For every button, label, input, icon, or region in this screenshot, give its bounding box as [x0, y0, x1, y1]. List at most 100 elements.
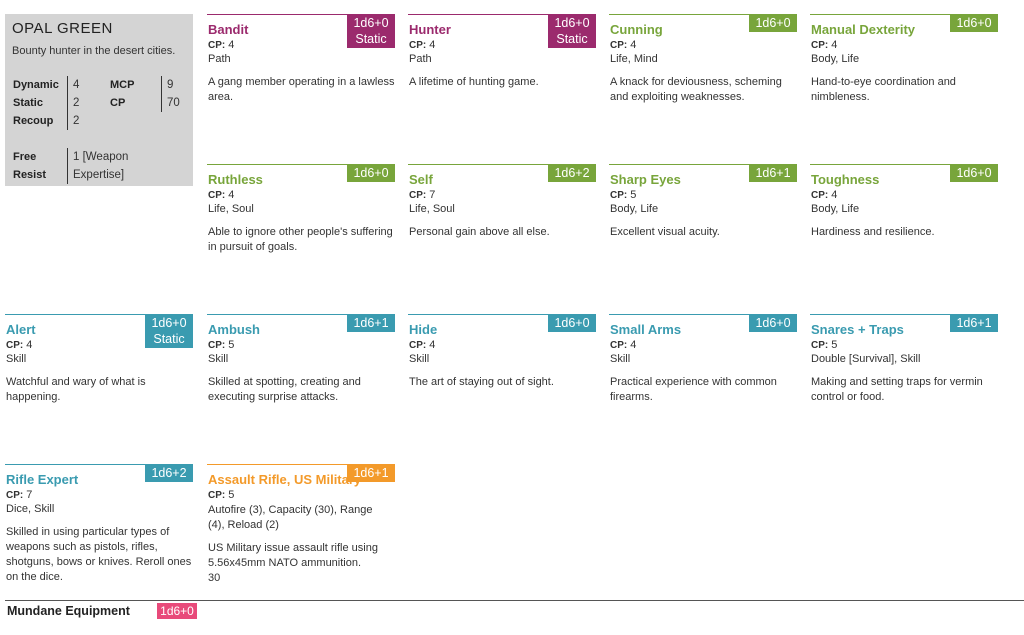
cp-label: CP: — [610, 340, 628, 351]
card-rule — [207, 164, 395, 165]
card-title: Ruthless — [208, 172, 263, 187]
card-rule — [810, 314, 998, 315]
cp-line: CP: 4 — [208, 39, 234, 51]
card-tags: Life, Soul — [409, 203, 455, 215]
dice-badge: 1d6+1 — [347, 464, 395, 482]
cp-line: CP: 5 — [811, 339, 837, 351]
cp-line: CP: 5 — [208, 489, 234, 501]
card-manual-dexterity: Manual Dexterity 1d6+0 CP: 4 Body, Life Hand… — [810, 14, 998, 144]
cp-label: CP: — [811, 40, 829, 51]
character-description: Bounty hunter in the desert cities. — [12, 45, 176, 57]
tags-line: Autofire (3), Capacity (30), Range — [208, 504, 373, 516]
card-hunter: Hunter 1d6+0 Static CP: 4 Path A lifetime of … — [408, 14, 596, 144]
cp-label: CP: — [409, 340, 427, 351]
card-small-arms: Small Arms 1d6+0 CP: 4 Skill Practical exper… — [609, 314, 797, 444]
card-tags: Body, Life — [811, 53, 860, 65]
card-rule — [5, 464, 193, 465]
card-title: Hunter — [409, 22, 451, 37]
card-ruthless: Ruthless 1d6+0 CP: 4 Life, Soul Able to igno… — [207, 164, 395, 294]
cp-line: CP: 4 — [409, 39, 435, 51]
card-rule — [207, 464, 395, 465]
cp-label: CP: — [610, 40, 628, 51]
dice-badge: 1d6+0 Static — [347, 14, 395, 48]
card-self: Self 1d6+2 CP: 7 Life, Soul Personal gain ab… — [408, 164, 596, 294]
static-tag: Static — [355, 32, 387, 46]
card-rule — [609, 14, 797, 15]
card-tags: Life, Mind — [610, 53, 658, 65]
description-line: Hardiness and resilience. — [811, 226, 935, 238]
card-title: Ambush — [208, 322, 260, 337]
description-line: area. — [208, 91, 234, 103]
dice-badge: 1d6+2 — [548, 164, 596, 182]
dice-badge: 1d6+1 — [749, 164, 797, 182]
character-panel: OPAL GREEN Bounty hunter in the desert c… — [5, 14, 193, 186]
description-line: A gang member operating in a lawless — [208, 76, 395, 88]
card-description: Able to ignore other people's suffering i… — [208, 225, 398, 255]
card-title: Alert — [6, 322, 36, 337]
card-tags: Path — [208, 53, 231, 65]
dice-value: 1d6+2 — [554, 166, 590, 180]
dice-badge: 1d6+0 — [347, 164, 395, 182]
card-tags: Dice, Skill — [6, 503, 55, 515]
dice-badge: 1d6+0 — [749, 14, 797, 32]
cp-value: 4 — [831, 39, 838, 51]
free-value: 1 [Weapon Expertise] — [67, 148, 128, 184]
dice-badge: 1d6+0 — [548, 314, 596, 332]
cp-value: 4 — [630, 339, 637, 351]
free-value-line1: 1 [Weapon — [73, 151, 129, 163]
cp-value: 7 — [429, 189, 436, 201]
dynamic-value: 4 — [73, 79, 80, 91]
description-line: Making and setting traps for vermin — [811, 376, 983, 388]
cp-label: CP: — [6, 340, 24, 351]
equipment-title: Mundane Equipment — [7, 604, 130, 618]
card-description: A gang member operating in a lawless area… — [208, 75, 398, 105]
card-rule — [207, 314, 395, 315]
card-description: Watchful and wary of what is happening. — [6, 375, 196, 405]
card-assault-rifle-us-military: Assault Rifle, US Military 1d6+1 CP: 5 Auto… — [207, 464, 395, 594]
dice-value: 1d6+1 — [353, 466, 389, 480]
card-title: Rifle Expert — [6, 472, 79, 487]
dice-value: 1d6+0 — [755, 316, 791, 330]
cp-value: 4 — [228, 189, 235, 201]
dice-badge: 1d6+1 — [950, 314, 998, 332]
dice-value: 1d6+0 — [554, 316, 590, 330]
card-description: Skilled at spotting, creating and executi… — [208, 375, 398, 405]
cp-line: CP: 4 — [610, 339, 636, 351]
card-rule — [810, 164, 998, 165]
card-description: A lifetime of hunting game. — [409, 75, 599, 90]
card-description: A knack for deviousness, scheming and exp… — [610, 75, 800, 105]
resist-label: Resist — [13, 169, 47, 181]
dice-value: 1d6+0 — [353, 16, 389, 30]
dice-value: 1d6+0 — [151, 316, 187, 330]
card-tags: Double [Survival], Skill — [811, 353, 921, 365]
dice-value: 1d6+0 — [554, 16, 590, 30]
card-title: Sharp Eyes — [610, 172, 681, 187]
description-line: A knack for deviousness, scheming — [610, 76, 782, 88]
cp-value: 5 — [228, 489, 235, 501]
cp-line: CP: 4 — [610, 39, 636, 51]
description-line: happening. — [6, 391, 61, 403]
cp-value: 5 — [630, 189, 637, 201]
cp-value: 5 — [831, 339, 838, 351]
recoup-value: 2 — [73, 115, 80, 127]
static-tag: Static — [556, 32, 588, 46]
cp-label: CP: — [610, 190, 628, 201]
card-rule — [408, 164, 596, 165]
cp-label: CP: — [811, 340, 829, 351]
description-line: 5.56x45mm NATO ammunition. — [208, 557, 362, 569]
card-alert: Alert 1d6+0 Static CP: 4 Skill Watchful and w… — [5, 314, 193, 444]
description-line: Personal gain above all else. — [409, 226, 550, 238]
cp-value: 7 — [26, 489, 33, 501]
cp-label: CP: — [208, 40, 226, 51]
cp-value: 4 — [429, 39, 436, 51]
card-tags: Autofire (3), Capacity (30), Range (4), R… — [208, 503, 372, 533]
description-line: executing surprise attacks. — [208, 391, 339, 403]
equipment-divider — [5, 600, 1024, 601]
description-line: weapons such as pistols, rifles, — [6, 541, 158, 553]
cp-line: CP: 4 — [811, 189, 837, 201]
description-line: shotguns, bows or knives. Reroll ones — [6, 556, 192, 568]
cp-line: CP: 4 — [6, 339, 32, 351]
description-line: Practical experience with common — [610, 376, 777, 388]
cp-label: CP: — [409, 190, 427, 201]
dice-value: 1d6+1 — [755, 166, 791, 180]
